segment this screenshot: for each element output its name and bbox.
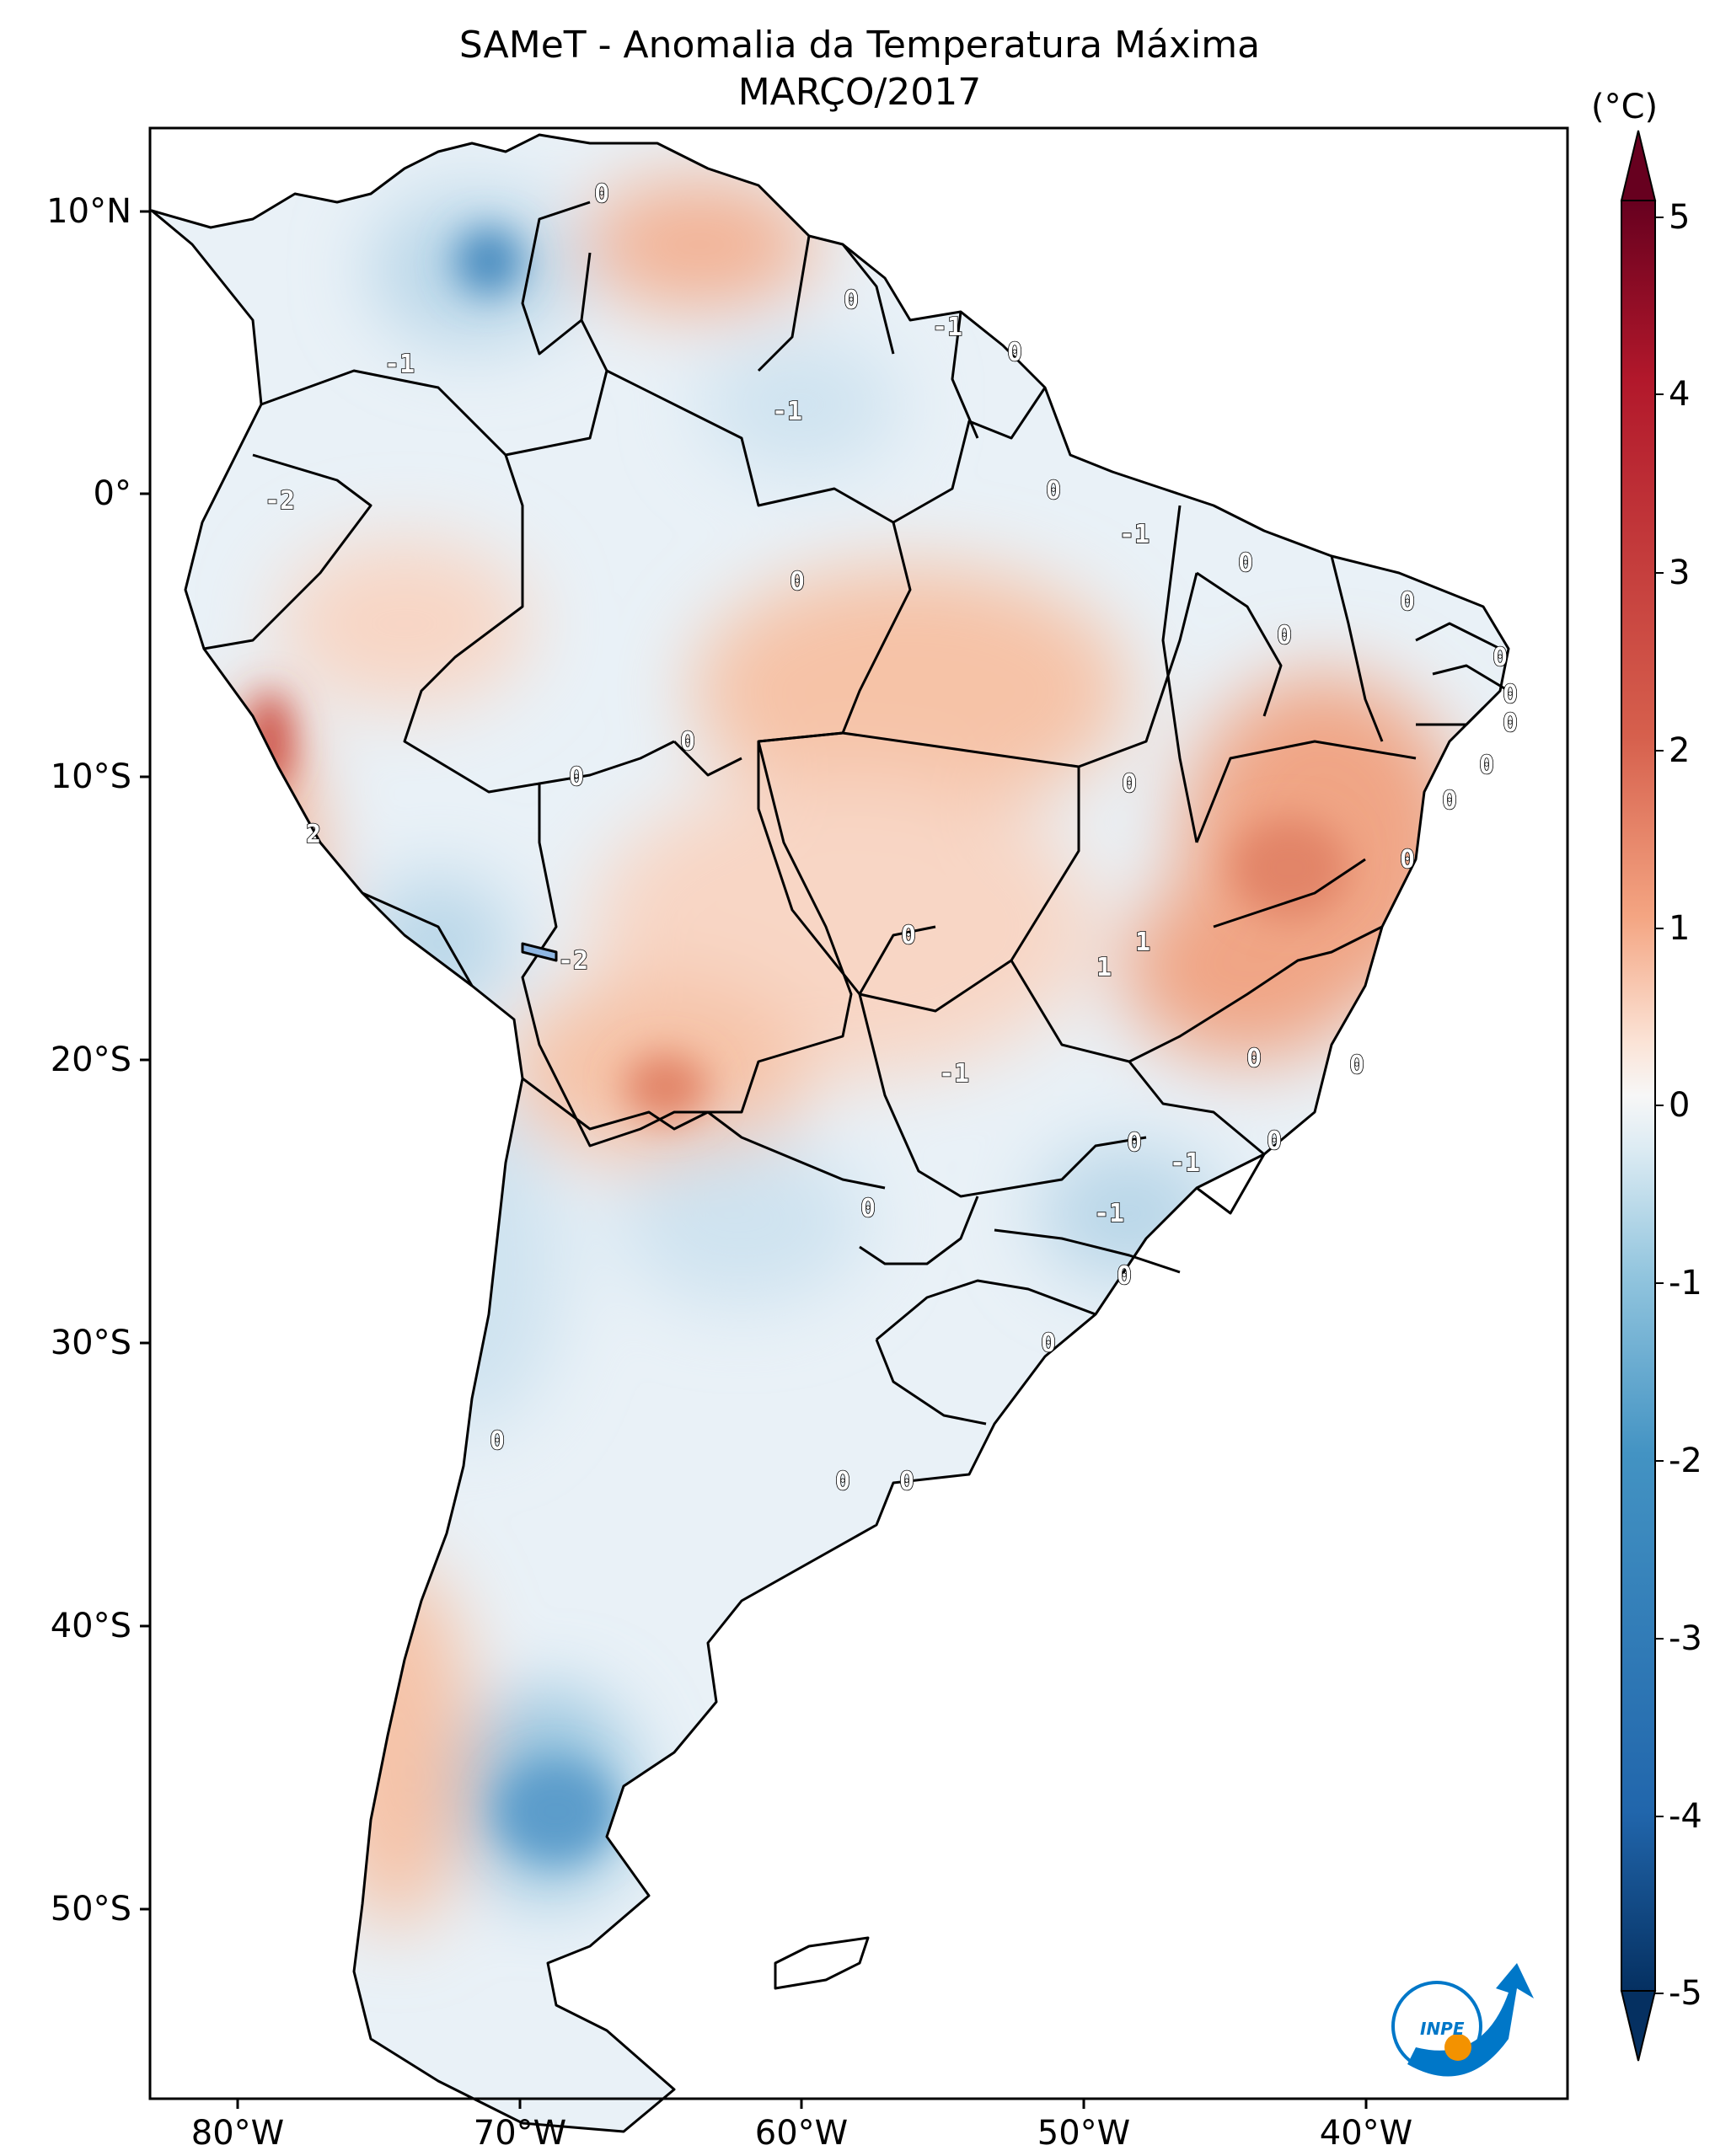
country-borders: [150, 133, 1510, 2133]
inpe-logo: INPE: [1391, 1963, 1534, 2077]
contour-label: -2: [558, 946, 588, 976]
map-title: SAMeT - Anomalia da Temperatura Máxima: [458, 24, 1261, 67]
colorbar-tick-label: -1: [1669, 1264, 1702, 1303]
colorbar-tick-label: 1: [1669, 909, 1691, 948]
contour-label: 0: [1349, 1051, 1364, 1080]
contour-labels: 0 -1 0 -1 0 -1 -1 -2 0 0 -1 0 0 0 0 0 0 …: [264, 179, 1519, 1497]
y-tick-label: 10°N: [46, 192, 131, 231]
contour-label: 0: [1122, 769, 1137, 799]
contour-label: -1: [932, 313, 962, 342]
contour-label: 0: [490, 1426, 505, 1456]
contour-label: 0: [1400, 587, 1415, 617]
contour-label: -1: [772, 397, 802, 426]
contour-label: 0: [835, 1467, 850, 1496]
contour-label: 0: [1127, 1128, 1142, 1158]
contour-label: 0: [1238, 548, 1253, 578]
contour-label: 0: [1046, 476, 1061, 506]
colorbar-tick-label: 2: [1669, 731, 1691, 770]
contour-label: 0: [569, 762, 584, 792]
contour-label: 0: [860, 1194, 876, 1223]
contour-label: 1: [1135, 928, 1150, 957]
contour-label: -1: [1094, 1199, 1124, 1228]
axis-ticks: [140, 210, 1368, 2109]
colorbar-tick-label: -3: [1669, 1619, 1702, 1658]
contour-label: 0: [1442, 786, 1457, 816]
y-tick-label: 20°S: [50, 1041, 131, 1079]
colorbar-max-extend: [1620, 130, 1657, 201]
contour-label: 2: [306, 820, 321, 849]
contour-label: 0: [1267, 1126, 1282, 1156]
contour-label: 0: [1400, 845, 1415, 875]
x-tick-label: 80°W: [190, 2114, 285, 2153]
contour-label: 0: [680, 727, 695, 757]
contour-label: 0: [1117, 1261, 1132, 1291]
contour-label: 0: [790, 567, 805, 597]
y-tick-label: 10°S: [50, 757, 131, 796]
y-tick-label: 40°S: [50, 1607, 131, 1645]
contour-label: 0: [901, 921, 916, 950]
colorbar-tick-label: 4: [1669, 375, 1691, 414]
y-tick-label: 0°: [93, 474, 131, 513]
inpe-logo-text: INPE: [1420, 2019, 1465, 2039]
colorbar-tick-label: -2: [1669, 1442, 1702, 1480]
map-subtitle: MARÇO/2017: [737, 71, 982, 114]
colorbar-tick-label: 5: [1669, 198, 1691, 237]
y-tick-label: 50°S: [50, 1890, 131, 1929]
contour-label: -1: [384, 350, 415, 379]
colorbar-tick-label: -4: [1669, 1797, 1702, 1836]
contour-label: -2: [265, 486, 295, 516]
colorbar-tick-label: -5: [1669, 1974, 1702, 2013]
colorbar-tick-label: 3: [1669, 554, 1691, 592]
contour-label: -1: [939, 1059, 969, 1089]
contour-label: -1: [1119, 520, 1150, 549]
contour-label: 0: [1007, 338, 1022, 367]
contour-label: 0: [1479, 751, 1494, 780]
y-tick-label: 30°S: [50, 1324, 131, 1362]
contour-label: 0: [1041, 1329, 1056, 1358]
contour-label: 0: [844, 286, 859, 315]
contour-label: 0: [594, 179, 609, 209]
x-tick-label: 50°W: [1037, 2114, 1131, 2153]
x-tick-label: 40°W: [1319, 2114, 1413, 2153]
contour-label: 0: [1493, 643, 1508, 672]
map-frame: [148, 126, 1569, 2100]
colorbar: [1621, 200, 1656, 1992]
x-tick-label: 60°W: [754, 2114, 849, 2153]
contour-label: 0: [1503, 709, 1518, 738]
contour-label: 0: [1277, 621, 1292, 650]
colorbar-min-extend: [1620, 1990, 1657, 2062]
contour-label: 0: [899, 1467, 914, 1496]
contour-label: -1: [1170, 1148, 1200, 1178]
colorbar-unit: (°C): [1591, 88, 1659, 126]
contour-label: 0: [1246, 1044, 1262, 1073]
contour-label: -1: [1119, 520, 1150, 549]
colorbar-tick-label: 0: [1669, 1086, 1691, 1125]
contour-label: 1: [1096, 953, 1112, 982]
contour-label: 0: [1503, 680, 1518, 709]
x-tick-label: 70°W: [473, 2114, 567, 2153]
colorbar-ticks: [1655, 217, 1664, 1994]
